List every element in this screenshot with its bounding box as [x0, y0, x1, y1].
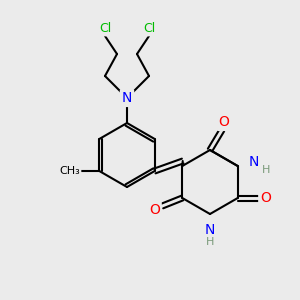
Text: H: H — [262, 165, 270, 175]
Text: H: H — [206, 237, 214, 247]
Text: O: O — [260, 191, 271, 205]
Text: Cl: Cl — [143, 22, 155, 34]
Text: N: N — [122, 91, 132, 105]
Text: O: O — [149, 203, 160, 217]
Text: Cl: Cl — [99, 22, 111, 34]
Text: N: N — [248, 155, 259, 169]
Text: O: O — [219, 115, 230, 129]
Text: CH₃: CH₃ — [59, 166, 80, 176]
Text: N: N — [205, 223, 215, 237]
